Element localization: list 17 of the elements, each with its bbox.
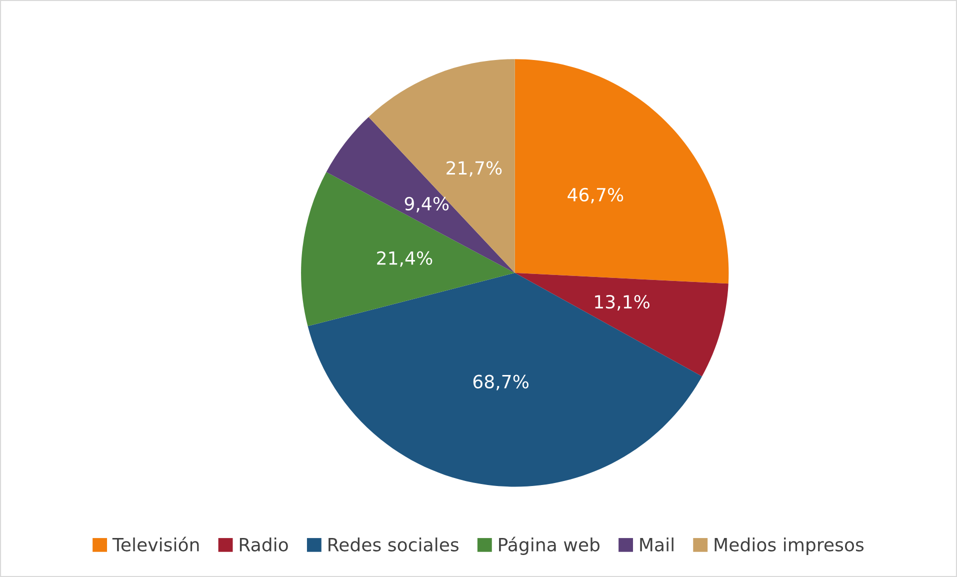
legend-label: Televisión xyxy=(112,536,199,552)
legend-label: Radio xyxy=(240,538,288,552)
pie-slice xyxy=(326,116,515,273)
data-label: 21,7% xyxy=(446,161,502,177)
pie-slice xyxy=(514,272,728,376)
data-label: 68,7% xyxy=(473,374,528,390)
data-label: 21,4% xyxy=(377,251,432,267)
data-label: 46,7% xyxy=(568,188,624,204)
pie-slice xyxy=(514,59,729,284)
legend-label: Mail xyxy=(640,538,674,552)
pie-slice xyxy=(368,59,515,273)
data-label: 13,1% xyxy=(595,294,650,310)
legend-label: Medios impresos xyxy=(714,538,864,555)
data-label: 9,4% xyxy=(404,196,449,212)
pie-slice xyxy=(308,272,702,487)
legend-label: Página web xyxy=(499,536,600,555)
legend-label: Redes sociales xyxy=(328,538,458,552)
